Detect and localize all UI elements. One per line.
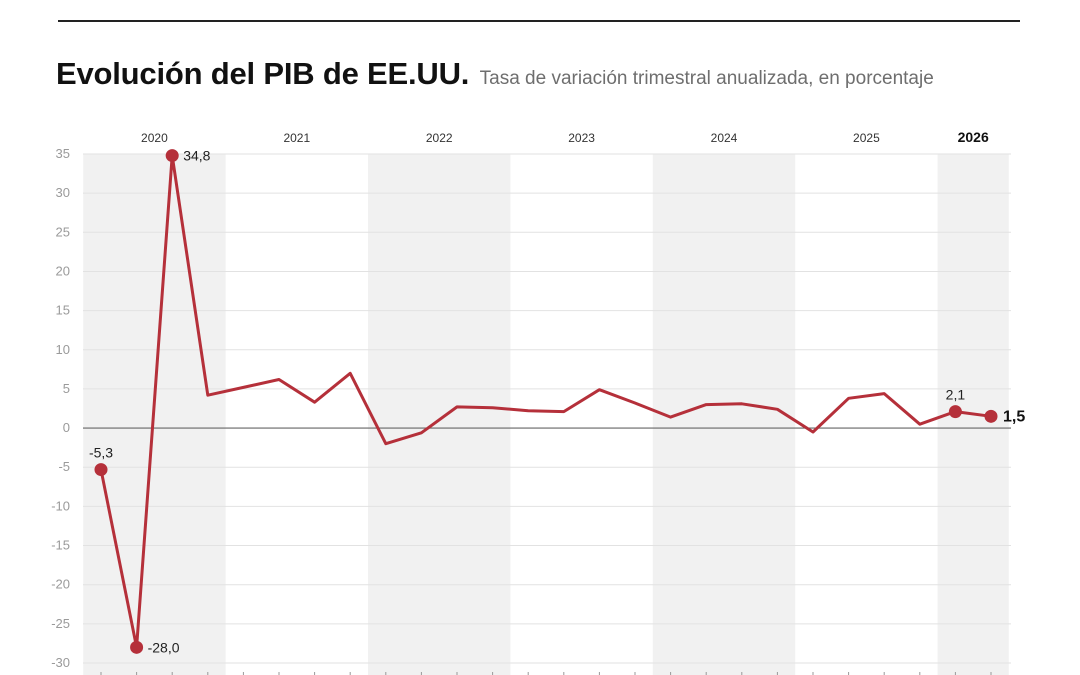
year-label-2021: 2021: [283, 131, 310, 145]
y-tick-label: 10: [56, 342, 70, 357]
data-label: 34,8: [183, 148, 210, 164]
chart-title: Evolución del PIB de EE.UU.: [56, 56, 470, 91]
year-label-2023: 2023: [568, 131, 595, 145]
year-band-2022: [368, 154, 511, 675]
year-label-2025: 2025: [853, 131, 880, 145]
data-point-marker: [94, 463, 108, 477]
data-point-marker: [984, 409, 998, 423]
data-label: 1,5: [1003, 408, 1025, 425]
year-label-2022: 2022: [426, 131, 453, 145]
series-line-gdp: [99, 154, 993, 649]
y-tick-label: 5: [63, 381, 70, 396]
data-label: -28,0: [148, 639, 180, 655]
top-rule: [58, 20, 1020, 22]
data-point-marker: [165, 149, 179, 163]
data-point-marker: [948, 405, 962, 419]
y-tick-label: -10: [51, 498, 70, 513]
y-tick-label: 0: [63, 420, 70, 435]
year-label-2026: 2026: [958, 129, 989, 145]
chart-subtitle: Tasa de variación trimestral anualizada,…: [479, 68, 934, 89]
y-tick-label: 15: [56, 303, 70, 318]
year-label-2024: 2024: [711, 131, 738, 145]
chart-header: Evolución del PIB de EE.UU. Tasa de vari…: [56, 56, 934, 92]
y-tick-label: -20: [51, 577, 70, 592]
y-tick-label: -25: [51, 616, 70, 631]
y-tick-label: 20: [56, 263, 70, 278]
data-label: -5,3: [89, 445, 113, 461]
data-point-marker: [130, 640, 144, 654]
y-tick-label: -5: [58, 459, 70, 474]
y-tick-label: 30: [56, 185, 70, 200]
y-tick-label: -30: [51, 655, 70, 670]
year-label-2020: 2020: [141, 131, 168, 145]
y-tick-label: 25: [56, 224, 70, 239]
data-label: 2,1: [946, 387, 966, 403]
y-tick-label: 35: [56, 146, 70, 161]
y-tick-label: -15: [51, 538, 70, 553]
